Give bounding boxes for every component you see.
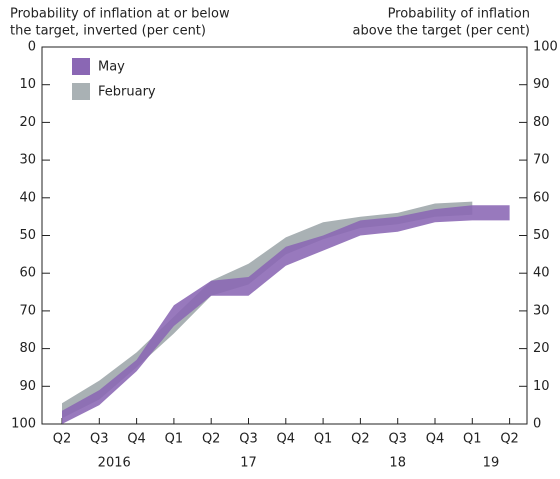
y-title-line: the target, inverted (per cent) — [10, 24, 206, 39]
year-label: 17 — [240, 456, 257, 471]
x-tick-label: Q2 — [53, 432, 72, 447]
y2-tick-label: 40 — [533, 266, 550, 281]
y-tick-label: 80 — [19, 341, 36, 356]
y-tick-label: 70 — [19, 303, 36, 318]
y2-tick-label: 70 — [533, 153, 550, 168]
y-tick-label: 50 — [19, 228, 36, 243]
x-tick-label: Q4 — [277, 432, 296, 447]
y-tick-label: 10 — [19, 77, 36, 92]
y-tick-label: 0 — [28, 40, 36, 55]
y-tick-label: 20 — [19, 115, 36, 130]
y2-tick-label: 20 — [533, 341, 550, 356]
x-tick-label: Q1 — [463, 432, 482, 447]
y-tick-label: 90 — [19, 379, 36, 394]
x-tick-label: Q2 — [500, 432, 519, 447]
year-label: 18 — [389, 456, 406, 471]
y-title-line: Probability of inflation at or below — [10, 7, 230, 22]
x-tick-label: Q3 — [388, 432, 407, 447]
y2-title-line: Probability of inflation — [388, 7, 530, 22]
x-tick-label: Q1 — [314, 432, 333, 447]
legend-label: February — [98, 85, 156, 100]
y2-tick-label: 30 — [533, 303, 550, 318]
y2-title-line: above the target (per cent) — [353, 24, 530, 39]
plot-frame — [41, 46, 528, 425]
legend-swatch — [72, 58, 90, 75]
y2-tick-label: 100 — [533, 40, 558, 55]
year-label: 19 — [483, 456, 500, 471]
y-tick-label: 60 — [19, 266, 36, 281]
x-tick-label: Q3 — [239, 432, 258, 447]
x-tick-label: Q2 — [202, 432, 221, 447]
y2-tick-label: 0 — [533, 417, 541, 432]
legend-swatch — [72, 83, 90, 100]
legend-label: May — [98, 60, 125, 75]
x-tick-label: Q4 — [127, 432, 146, 447]
band — [62, 201, 473, 419]
y2-tick-label: 50 — [533, 228, 550, 243]
y2-tick-label: 10 — [533, 379, 550, 394]
y2-tick-label: 60 — [533, 190, 550, 205]
y-tick-label: 100 — [11, 417, 36, 432]
x-tick-label: Q3 — [90, 432, 109, 447]
y-tick-label: 30 — [19, 153, 36, 168]
y2-tick-label: 90 — [533, 77, 550, 92]
x-tick-label: Q4 — [426, 432, 445, 447]
y2-tick-label: 80 — [533, 115, 550, 130]
x-tick-label: Q2 — [351, 432, 370, 447]
x-tick-label: Q1 — [165, 432, 184, 447]
year-label: 2016 — [98, 456, 131, 471]
y-tick-label: 40 — [19, 190, 36, 205]
band — [62, 205, 510, 424]
